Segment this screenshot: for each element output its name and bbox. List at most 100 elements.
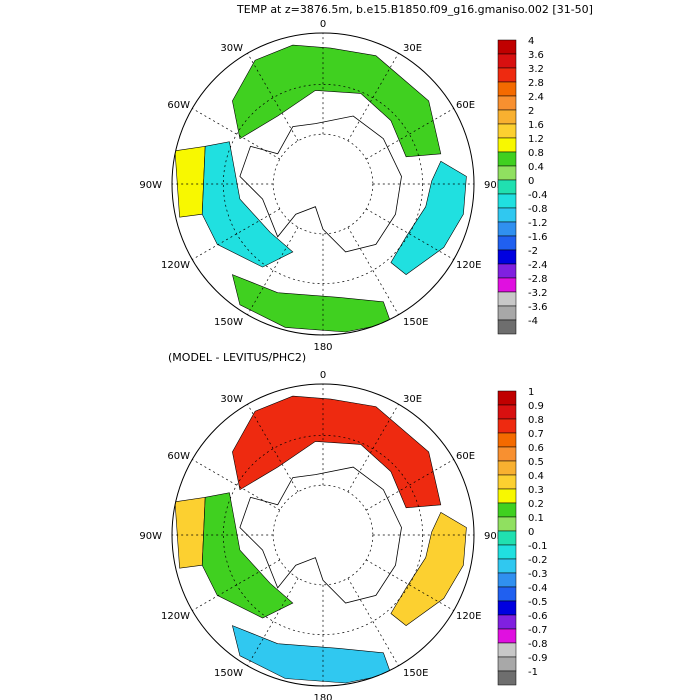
region-atlantic-sector [232, 395, 442, 509]
colorbar-swatch [497, 404, 517, 420]
region-southeast-pacific [201, 141, 294, 268]
lon-label-bottom: 180 [313, 342, 332, 353]
lon-label-right-lower: 120E [456, 611, 481, 622]
colorbar-tick-label: -2.4 [528, 260, 548, 271]
colorbar-swatch [497, 488, 517, 504]
lon-label-top: 0 [320, 370, 326, 381]
colorbar-swatch [497, 151, 517, 167]
region-pacific-sector [231, 625, 392, 684]
colorbar-tick-label: -1.6 [528, 232, 548, 243]
lon-label-lower-right: 150E [403, 668, 428, 679]
colorbar-swatch [497, 390, 517, 406]
colorbar-swatch [497, 39, 517, 55]
colorbar-swatch [497, 263, 517, 279]
colorbar-tick-label: -0.4 [528, 583, 548, 594]
colorbar-swatch [497, 516, 517, 532]
top-map-panel: 0 30W 30E 60W 60E 90W 90E 120W 120E 150W 150E 180 [139, 19, 503, 353]
colorbar-swatch [497, 221, 517, 237]
colorbar-tick-label: 0 [528, 527, 534, 538]
lon-label-right: 90E [484, 180, 503, 191]
colorbar-swatch [497, 207, 517, 223]
lon-label-right-upper: 60E [456, 451, 475, 462]
colorbar-swatch [497, 305, 517, 321]
lon-label-right-upper: 60E [456, 100, 475, 111]
lon-label-bottom: 180 [313, 693, 332, 700]
latitude-circle [222, 434, 424, 636]
lon-label-upper-right: 30E [403, 43, 422, 54]
colorbar-swatch [497, 95, 517, 111]
colorbar-tick-label: -0.8 [528, 639, 548, 650]
colorbar-tick-label: 0.4 [528, 471, 544, 482]
bottom-map-panel: 0 30W 30E 60W 60E 90W 90E 120W 120E 150W 150E 180 [139, 370, 503, 700]
colorbar-tick-label: 0.2 [528, 499, 544, 510]
latitude-circle [272, 484, 374, 586]
lon-label-lower-left: 150W [214, 668, 243, 679]
latitude-circle [222, 83, 424, 285]
colorbar-tick-label: -2 [528, 246, 538, 257]
colorbar-tick-label: 3.6 [528, 50, 544, 61]
region-pacific-sector [231, 274, 392, 333]
top-panel-title: TEMP at z=3876.5m, b.e15.B1850.f09_g16.g… [236, 3, 593, 16]
colorbar-swatch [497, 109, 517, 125]
lon-label-left-upper: 60W [167, 100, 190, 111]
bottom-panel-title: (MODEL - LEVITUS/PHC2) [168, 351, 306, 364]
colorbar-tick-label: -0.3 [528, 569, 548, 580]
colorbar-swatch [497, 670, 517, 686]
colorbar-swatch [497, 502, 517, 518]
meridian [247, 226, 299, 315]
colorbar-tick-label: 4 [528, 36, 534, 47]
meridian [365, 108, 454, 160]
colorbar-swatch [497, 558, 517, 574]
colorbar-swatch [497, 277, 517, 293]
colorbar-swatch [497, 460, 517, 476]
colorbar-tick-label: 3.2 [528, 64, 544, 75]
colorbar-tick-label: -3.6 [528, 302, 548, 313]
colorbar-swatch [497, 291, 517, 307]
colorbar-tick-label: 0.1 [528, 513, 544, 524]
colorbar-swatch [497, 614, 517, 630]
colorbar-swatch [497, 628, 517, 644]
colorbar-swatch [497, 235, 517, 251]
colorbar-swatch [497, 137, 517, 153]
region-indian-sector [390, 160, 467, 275]
colorbar-tick-label: -4 [528, 316, 538, 327]
meridian [192, 108, 281, 160]
lon-label-lower-left: 150W [214, 317, 243, 328]
lon-label-right: 90E [484, 531, 503, 542]
colorbar-swatch [497, 67, 517, 83]
colorbar-tick-label: 1.6 [528, 120, 544, 131]
colorbar-tick-label: 1 [528, 387, 534, 398]
colorbar-tick-label: 0 [528, 176, 534, 187]
colorbar-swatch [497, 249, 517, 265]
meridian [192, 208, 281, 260]
lon-label-lower-right: 150E [403, 317, 428, 328]
colorbar-tick-label: 0.6 [528, 443, 544, 454]
lon-label-left: 90W [139, 531, 162, 542]
colorbar-tick-label: 0.7 [528, 429, 544, 440]
colorbar-tick-label: -0.2 [528, 555, 548, 566]
colorbar-swatch [497, 179, 517, 195]
colorbar-swatch [497, 544, 517, 560]
meridian [365, 559, 454, 611]
colorbar-tick-label: 0.4 [528, 162, 544, 173]
colorbar-tick-label: -1.2 [528, 218, 548, 229]
colorbar-tick-label: -0.7 [528, 625, 548, 636]
colorbar-tick-label: 0.8 [528, 415, 544, 426]
antarctica-coastline [239, 115, 402, 253]
colorbar-swatch [497, 165, 517, 181]
region-indian-sector [390, 511, 467, 626]
lon-label-upper-left: 30W [220, 43, 243, 54]
meridian [365, 208, 454, 260]
lon-label-right-lower: 120E [456, 260, 481, 271]
lon-label-left: 90W [139, 180, 162, 191]
colorbar-swatch [497, 123, 517, 139]
top-colorbar: 4 3.6 3.2 2.8 2.4 2 1.6 1.2 0.8 0.4 0 -0.4 -0.8 -1.2 -… [497, 36, 548, 335]
colorbar-tick-label: 2 [528, 106, 534, 117]
colorbar-swatch [497, 432, 517, 448]
meridian [247, 577, 299, 666]
colorbar-tick-label: 0.5 [528, 457, 544, 468]
meridian [347, 404, 399, 493]
colorbar-tick-label: -0.6 [528, 611, 548, 622]
region-atlantic-sector [232, 44, 442, 158]
